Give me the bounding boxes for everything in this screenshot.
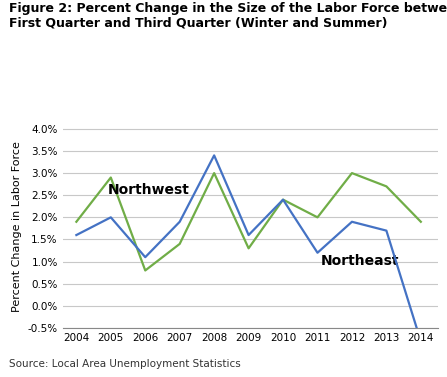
Y-axis label: Percent Change in Labor Force: Percent Change in Labor Force [12, 141, 22, 312]
Text: Northwest: Northwest [107, 184, 189, 198]
Text: Northeast: Northeast [321, 254, 400, 268]
Text: Source: Local Area Unemployment Statistics: Source: Local Area Unemployment Statisti… [9, 359, 240, 369]
Text: First Quarter and Third Quarter (Winter and Summer): First Quarter and Third Quarter (Winter … [9, 17, 388, 30]
Text: Figure 2: Percent Change in the Size of the Labor Force between: Figure 2: Percent Change in the Size of … [9, 2, 447, 15]
